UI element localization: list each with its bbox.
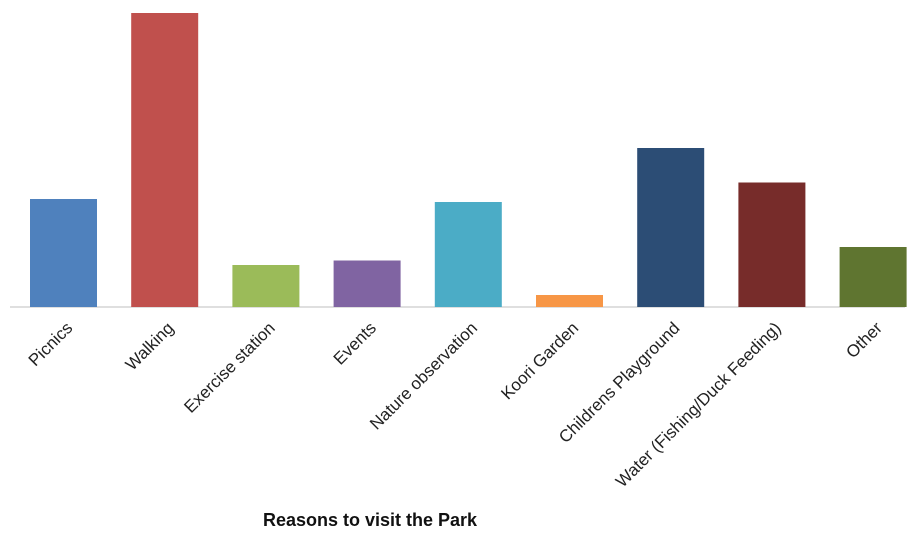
x-tick-label: Walking (122, 318, 178, 374)
bar-nature-observation (434, 202, 502, 307)
bar-events (333, 260, 401, 307)
x-tick-label: Nature observation (366, 318, 481, 433)
tick-labels-group: Picnics Walking Exercise station EventsNatu… (25, 318, 886, 491)
bar-exercise-station (232, 265, 300, 307)
x-tick-label: Other (842, 318, 886, 362)
x-tick-label: Water (Fishing/Duck Feeding) (612, 318, 785, 491)
bar-water-fishing-duck-feeding (738, 182, 806, 307)
bar-koori-garden (536, 295, 603, 307)
x-tick-label: Events (330, 318, 380, 368)
bar-picnics (30, 199, 97, 307)
x-tick-label: Koori Garden (497, 318, 582, 403)
x-tick-label: Exercise station (180, 318, 278, 416)
bar-other (839, 247, 907, 307)
bar-childrens-playground (637, 148, 705, 307)
bar-walking (131, 13, 199, 307)
x-axis-title: Reasons to visit the Park (263, 510, 478, 530)
bars-group (30, 13, 907, 307)
x-tick-label: Picnics (25, 318, 77, 370)
